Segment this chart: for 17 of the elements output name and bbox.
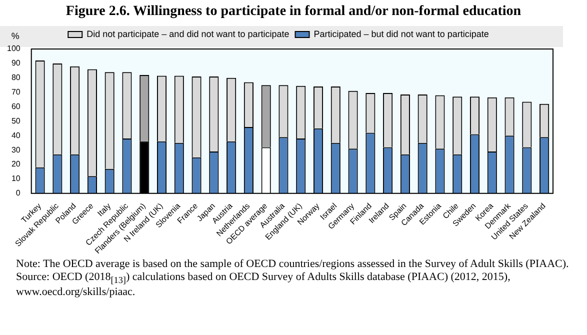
y-tick-label: 50 (11, 116, 21, 126)
source-note: Source: OECD (2018$_{[13]}$) calculations based on OECD Survey of Adults Skills database (PIAAC) (2012, 2015), www.oecd.org/skills/piaac. (16, 270, 512, 299)
y-tick-label: 20 (11, 160, 21, 169)
y-tick-label: 90 (11, 58, 21, 68)
y-tick-label: 80 (11, 73, 21, 82)
legend-label: Did not participate – and did not want to participate (86, 28, 290, 39)
y-tick-label: 100 (6, 44, 21, 54)
y-tick-label: 30 (11, 145, 21, 154)
y-tick-label: 0 (16, 188, 21, 198)
legend-label: Participated – but did not want to participate (314, 28, 489, 39)
text: Note: The OECD average is based on the sample of OECD countries/regions assessed in the Survey of Adult Skills (PIAAC). (16, 258, 570, 270)
y-tick-label: 70 (11, 88, 21, 97)
chart-title: Figure 2.6. Willingness to participate in formal and/or non-formal education (64, 4, 522, 21)
y-tick-label: 10 (11, 174, 21, 184)
y-tick-label: 60 (11, 102, 21, 111)
y-tick-label: 40 (11, 130, 21, 140)
y-axis-title: % (11, 30, 20, 41)
